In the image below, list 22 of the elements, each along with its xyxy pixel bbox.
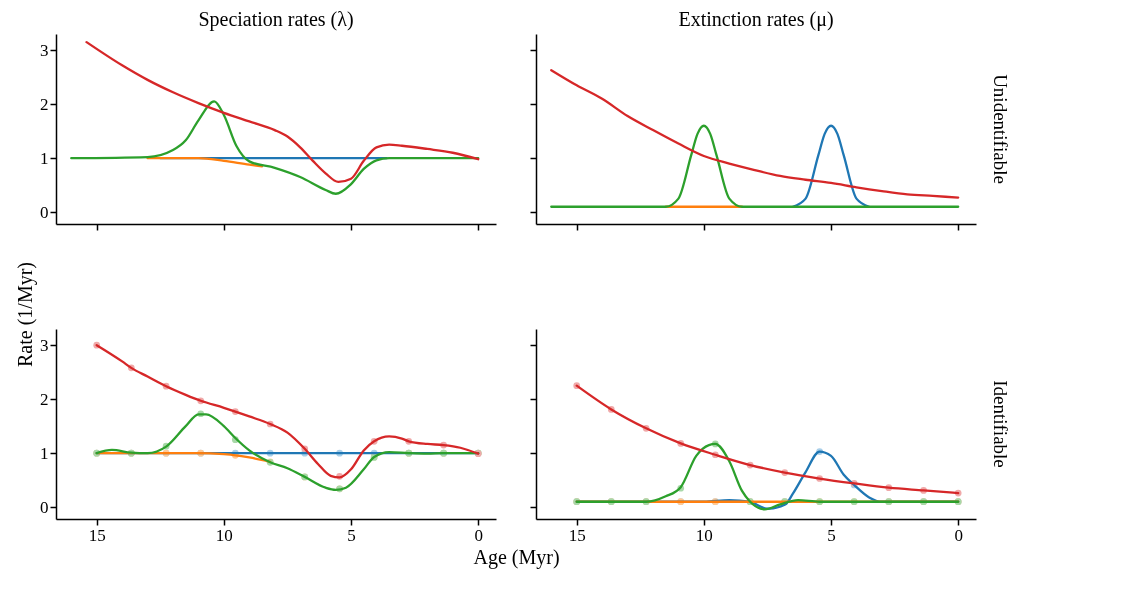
- x-axis-title: Age (Myr): [473, 545, 560, 569]
- x-tick-label: 0: [954, 525, 963, 545]
- y-tick-label: 1: [40, 148, 49, 168]
- y-tick-label: 2: [40, 389, 49, 409]
- y-tick-label: 2: [40, 94, 49, 114]
- x-tick-label: 5: [827, 525, 836, 545]
- y-tick-label: 0: [40, 497, 49, 517]
- x-tick-label: 0: [474, 525, 483, 545]
- chart-title: Speciation rates (λ): [198, 8, 354, 31]
- y2-axis-title: Unidentifiable: [990, 74, 1011, 184]
- y-tick-label: 3: [40, 335, 49, 355]
- x-tick-label: 10: [215, 525, 233, 545]
- x-tick-label: 15: [88, 525, 106, 545]
- y-tick-label: 1: [40, 443, 49, 463]
- y-tick-label: 0: [40, 202, 49, 222]
- y2-axis-title: Identifiable: [990, 380, 1011, 468]
- y-tick-label: 3: [40, 40, 49, 60]
- y-axis-title: Rate (1/Myr): [14, 262, 37, 367]
- x-tick-label: 15: [568, 525, 586, 545]
- x-tick-label: 10: [695, 525, 713, 545]
- chart-title: Extinction rates (μ): [678, 8, 834, 31]
- x-tick-label: 5: [347, 525, 356, 545]
